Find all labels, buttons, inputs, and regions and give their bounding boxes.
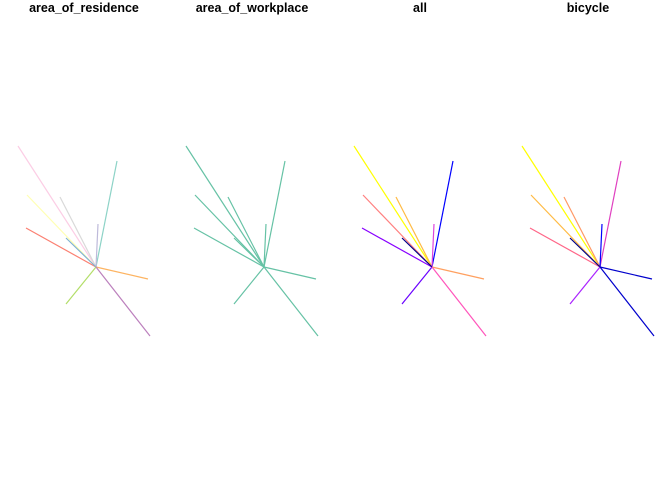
- panel-title-2: area_of_workplace: [195, 1, 309, 15]
- desire-line: [599, 266, 653, 280]
- desire-line: [95, 266, 151, 337]
- desire-line: [569, 237, 601, 268]
- desire-line: [65, 237, 97, 268]
- desire-line: [26, 194, 97, 268]
- desire-line: [193, 227, 265, 268]
- desire-line: [599, 223, 603, 268]
- desire-line: [530, 194, 601, 268]
- desire-line: [233, 266, 265, 305]
- desire-line: [263, 160, 286, 268]
- panel-1: [17, 145, 151, 337]
- desire-line: [263, 223, 267, 268]
- panel-3: [353, 145, 487, 337]
- desire-line: [569, 266, 601, 305]
- panel-title-4: bicycle: [566, 1, 610, 15]
- panel-4: [521, 145, 655, 337]
- desire-line: [95, 160, 118, 268]
- desire-line: [599, 160, 622, 268]
- desire-line: [227, 196, 265, 268]
- panel-title-1: area_of_residence: [29, 1, 139, 15]
- desire-line: [194, 194, 265, 268]
- desire-line: [431, 266, 485, 280]
- desire-line: [431, 223, 435, 268]
- desire-line: [263, 266, 319, 337]
- desire-line: [529, 227, 601, 268]
- desire-line: [563, 196, 601, 268]
- desire-line: [361, 227, 433, 268]
- desire-line: [599, 266, 655, 337]
- desire-line: [521, 145, 601, 268]
- desire-line: [25, 227, 97, 268]
- desire-line: [362, 194, 433, 268]
- desire-line: [263, 266, 317, 280]
- desire-line: [431, 266, 487, 337]
- panel-2: [185, 145, 319, 337]
- desire-line: [65, 266, 97, 305]
- panel-title-3: all: [413, 1, 427, 15]
- desire-line: [401, 237, 433, 268]
- desire-line: [401, 266, 433, 305]
- desire-line: [431, 160, 454, 268]
- desire-line: [17, 145, 97, 268]
- desire-line: [59, 196, 97, 268]
- desire-line: [95, 266, 149, 280]
- desire-line: [233, 237, 265, 268]
- desire-line: [185, 145, 265, 268]
- desire-line: [95, 223, 99, 268]
- desire-line: [353, 145, 433, 268]
- desire-line: [395, 196, 433, 268]
